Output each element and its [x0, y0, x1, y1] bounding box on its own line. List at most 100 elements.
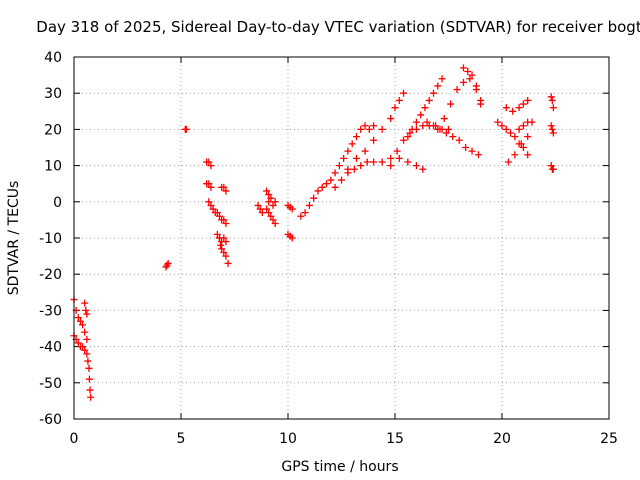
- data-point: [425, 96, 433, 104]
- data-point: [74, 314, 82, 322]
- tick-labels: 0 5 10 15 20 25 -60 -50 -40 -30 -20 -10 0 10 20 30 40: [39, 50, 618, 447]
- chart-title: Day 318 of 2025, Sidereal Day-to-day VTE…: [36, 18, 640, 36]
- data-point: [357, 125, 365, 133]
- data-point: [547, 162, 555, 170]
- data-point: [365, 125, 373, 133]
- series-h9-a: [254, 187, 273, 217]
- data-point: [524, 151, 532, 159]
- y-axis-label: SDTVAR / TECUs: [6, 181, 22, 296]
- data-point: [301, 209, 309, 217]
- data-point: [400, 136, 408, 144]
- data-point: [363, 158, 371, 166]
- data-point: [438, 75, 446, 83]
- y-tick-label: -50: [39, 376, 62, 392]
- data-point: [455, 136, 463, 144]
- data-point: [271, 220, 279, 228]
- data-point: [265, 209, 273, 217]
- data-point: [387, 154, 395, 162]
- data-point: [378, 158, 386, 166]
- data-point: [79, 343, 87, 351]
- series-h9-b: [263, 205, 279, 228]
- x-tick-label: 0: [70, 431, 79, 447]
- data-point: [515, 104, 523, 112]
- data-point: [213, 230, 221, 238]
- data-point: [400, 89, 408, 97]
- data-point: [419, 122, 427, 130]
- y-tick-label: 10: [44, 159, 62, 175]
- x-tick-label: 5: [177, 431, 186, 447]
- series-isolated-4h: [162, 259, 172, 271]
- data-point: [519, 122, 527, 130]
- series-early-c: [81, 299, 91, 318]
- data-point: [331, 183, 339, 191]
- data-point: [498, 122, 506, 130]
- x-axis-label: GPS time / hours: [281, 459, 398, 475]
- data-point: [472, 82, 480, 90]
- data-point: [352, 154, 360, 162]
- data-point: [352, 133, 360, 141]
- data-point: [83, 310, 91, 318]
- series-h18-peak: [459, 64, 485, 108]
- data-point: [85, 364, 93, 372]
- data-point: [378, 125, 386, 133]
- data-point: [477, 100, 485, 108]
- data-point: [464, 67, 472, 75]
- data-points: [70, 64, 557, 401]
- data-point: [74, 339, 82, 347]
- data-point: [83, 335, 91, 343]
- data-point: [254, 201, 262, 209]
- y-tick-label: 20: [44, 122, 62, 138]
- data-point: [288, 234, 296, 242]
- data-point: [494, 118, 502, 126]
- y-tick-label: 30: [44, 86, 62, 102]
- data-point: [207, 162, 215, 170]
- data-point: [310, 194, 318, 202]
- data-point: [82, 306, 90, 314]
- data-point: [182, 125, 190, 133]
- data-point: [393, 147, 401, 155]
- data-point: [408, 125, 416, 133]
- data-point: [453, 86, 461, 94]
- data-point: [519, 144, 527, 151]
- data-point: [222, 238, 230, 246]
- data-point: [81, 299, 89, 307]
- data-point: [224, 259, 232, 267]
- x-tick-label: 25: [600, 431, 618, 447]
- data-point: [222, 220, 230, 228]
- data-point: [442, 129, 450, 137]
- data-point: [370, 136, 378, 144]
- data-point: [86, 386, 94, 394]
- data-point: [412, 162, 420, 170]
- data-point: [207, 201, 215, 209]
- data-point: [511, 151, 519, 159]
- data-point: [549, 129, 557, 137]
- data-point: [267, 212, 275, 220]
- data-point: [430, 89, 438, 97]
- data-point: [314, 187, 322, 195]
- data-point: [222, 252, 230, 260]
- data-point: [517, 140, 525, 148]
- series-isolated-5h: [181, 125, 190, 133]
- series-h6-mid: [203, 180, 230, 195]
- series-h9-c: [265, 194, 279, 209]
- data-point: [515, 125, 523, 133]
- data-point: [164, 259, 172, 267]
- series-rise-c: [344, 89, 408, 173]
- data-point: [504, 158, 512, 166]
- series-h7-cluster: [216, 234, 230, 246]
- data-point: [387, 162, 395, 170]
- data-point: [462, 144, 470, 151]
- data-point: [269, 216, 277, 224]
- data-point: [419, 165, 427, 173]
- data-point: [220, 248, 228, 256]
- data-point: [548, 96, 556, 104]
- data-point: [205, 158, 213, 166]
- x-tick-label: 10: [279, 431, 297, 447]
- plot-frame: [73, 56, 610, 420]
- data-point: [421, 104, 429, 112]
- y-tick-label: 40: [44, 50, 62, 66]
- data-point: [258, 209, 266, 217]
- data-point: [256, 205, 264, 213]
- data-point: [474, 151, 482, 159]
